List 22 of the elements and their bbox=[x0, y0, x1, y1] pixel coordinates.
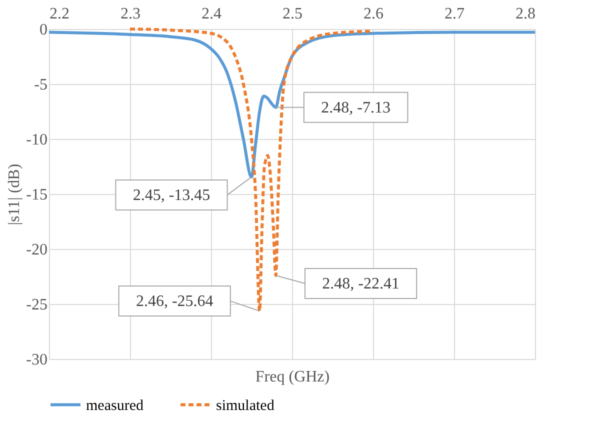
x-axis-title: Freq (GHz) bbox=[255, 368, 330, 386]
y-tick-label: -5 bbox=[34, 76, 48, 94]
x-tick-label: 2.6 bbox=[364, 6, 384, 22]
annotation: 2.48, -22.41 bbox=[322, 276, 400, 293]
x-tick-label: 2.2 bbox=[50, 6, 70, 22]
annotation: 2.45, -13.45 bbox=[132, 186, 210, 204]
y-tick-label: -20 bbox=[26, 242, 48, 258]
y-tick-label: -30 bbox=[26, 352, 48, 368]
legend-label: simulated bbox=[216, 398, 275, 414]
y-tick-label: 0 bbox=[40, 22, 48, 38]
x-tick-label: 2.3 bbox=[120, 6, 140, 22]
y-tick-label: -10 bbox=[26, 132, 48, 148]
y-tick-label: -25 bbox=[26, 296, 48, 314]
legend-label: measured bbox=[86, 398, 144, 414]
x-tick-label: 2.5 bbox=[282, 6, 302, 22]
x-tick-label: 2.8 bbox=[516, 6, 536, 22]
y-axis-title: |s11| (dB) bbox=[6, 164, 24, 226]
y-tick-label: -15 bbox=[26, 186, 48, 204]
annotation: 2.48, -7.13 bbox=[321, 99, 390, 116]
annotation: 2.46, -25.64 bbox=[136, 293, 214, 310]
x-tick-label: 2.7 bbox=[444, 6, 464, 22]
x-tick-label: 2.4 bbox=[202, 6, 222, 22]
